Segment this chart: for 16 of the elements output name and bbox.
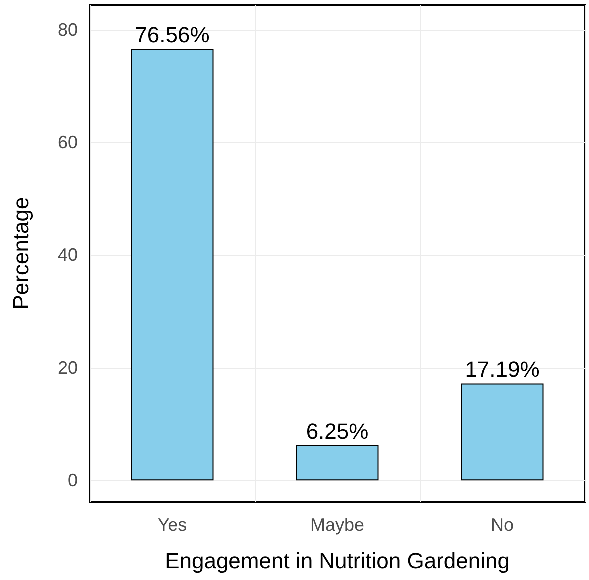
data-label: 6.25% [306,418,369,444]
data-label: 76.56% [135,22,210,48]
bar [296,445,379,481]
y-axis-title: Percentage [8,197,34,310]
bar [461,384,544,481]
x-axis-title: Engagement in Nutrition Gardening [165,548,510,574]
data-label: 17.19% [465,357,540,382]
y-tick-label: 80 [58,20,78,40]
y-tick-label: 60 [58,132,78,152]
y-tick-label: 20 [58,358,78,378]
x-tick-label: Yes [158,515,188,535]
y-tick-label: 40 [58,245,78,266]
y-tick-label: 0 [68,470,78,491]
bar [131,49,214,481]
x-tick-label: No [490,515,514,535]
x-tick-label: Maybe [310,515,365,535]
